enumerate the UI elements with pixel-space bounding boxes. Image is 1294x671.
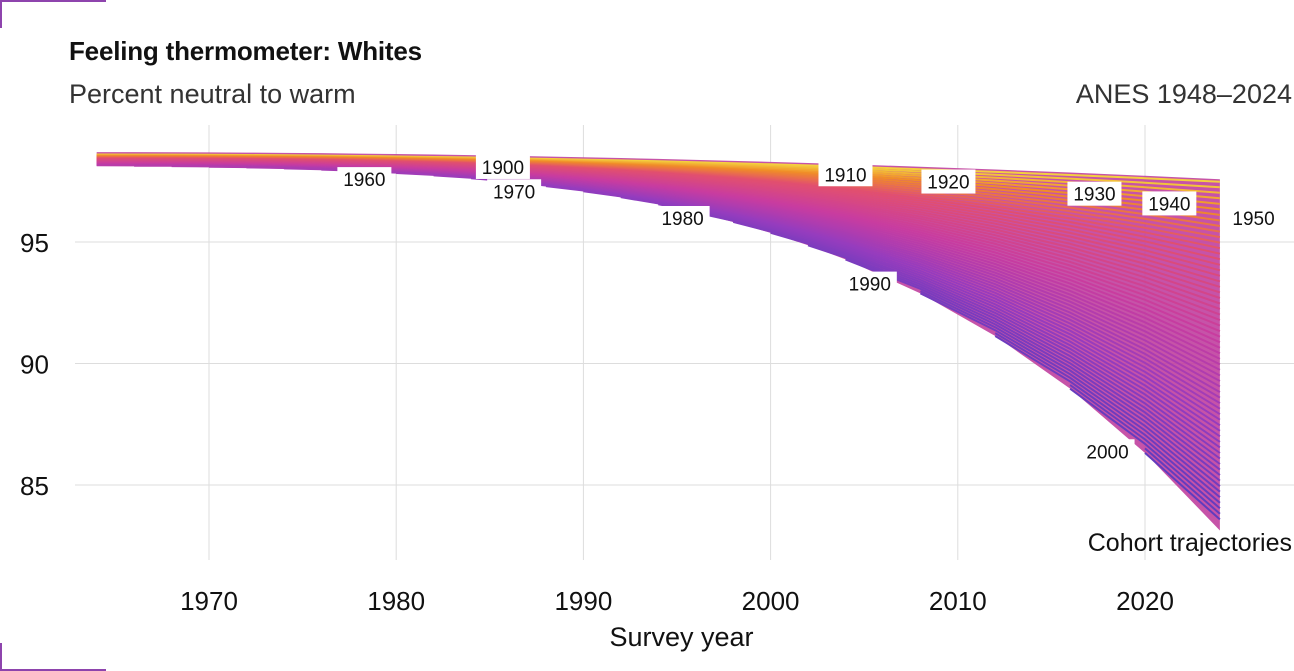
cohort-label-bg-1980	[655, 205, 710, 230]
x-tick-label-2000: 2000	[742, 586, 800, 616]
cohort-label-1920: 1920	[927, 173, 969, 194]
corner-mark-bottom-vertical	[0, 643, 2, 671]
cohort-label-1930: 1930	[1073, 185, 1115, 206]
x-axis-label: Survey year	[609, 622, 754, 652]
cohort-line-1976	[658, 203, 1221, 449]
x-tick-label-1970: 1970	[180, 586, 238, 616]
cohort-label-1910: 1910	[824, 165, 866, 186]
cohort-label-bg-1960	[337, 167, 392, 192]
cohort-label-1940: 1940	[1148, 194, 1190, 215]
cohort-trajectory-lines	[96, 153, 1221, 521]
cohort-label-1970: 1970	[493, 182, 535, 203]
cohort-label-bg-2000	[1080, 439, 1135, 464]
chart-title: Feeling thermometer: Whites	[69, 36, 422, 66]
chart-source: ANES 1948–2024	[1075, 79, 1292, 109]
y-tick-label-95: 95	[20, 228, 49, 258]
cohort-label-bg-1930	[1067, 181, 1122, 206]
cohort-line-1980	[732, 220, 1221, 460]
corner-mark-top-vertical	[0, 0, 2, 28]
cohort-line-1988	[919, 290, 1221, 482]
y-tick-label-90: 90	[20, 350, 49, 380]
cohort-label-1980: 1980	[661, 209, 703, 230]
cohort-label-bg-1940	[1142, 191, 1197, 216]
cohort-line-1996	[1069, 384, 1221, 504]
corner-mark-bottom-horizontal	[0, 669, 106, 671]
cohort-line-1990	[919, 292, 1221, 487]
corner-mark-top-horizontal	[0, 0, 106, 2]
cohort-label-bg-1920	[921, 169, 976, 194]
cohort-label-bg-1900	[475, 154, 530, 179]
cohort-label-bg-1970	[487, 179, 542, 204]
cohort-label-bg-1950	[1226, 205, 1281, 230]
y-tick-label-85: 85	[20, 471, 49, 501]
cohort-line-1982	[770, 231, 1221, 465]
cohort-label-1950: 1950	[1232, 209, 1274, 230]
cohort-label-1900: 1900	[482, 158, 524, 179]
chart-subtitle: Percent neutral to warm	[69, 79, 356, 109]
cohort-labels: 1900 1910 1920 1930 1940 1950 1960 1970 1980 1990…	[337, 154, 1281, 464]
chart-caption: Cohort trajectories	[1087, 529, 1292, 557]
x-tick-label-1980: 1980	[367, 586, 425, 616]
cohort-line-2002	[1144, 452, 1221, 521]
cohort-line-1994	[994, 335, 1221, 498]
x-tick-label-2010: 2010	[929, 586, 987, 616]
x-tick-label-1990: 1990	[554, 586, 612, 616]
cohort-label-1990: 1990	[849, 275, 891, 296]
cohort-line-2000	[1144, 447, 1221, 515]
cohort-label-1960: 1960	[343, 170, 385, 191]
cohort-label-2000: 2000	[1086, 442, 1128, 463]
cohort-line-1978	[695, 211, 1221, 454]
cohort-line-1992	[994, 332, 1221, 493]
cohort-line-1986	[845, 258, 1221, 476]
x-tick-label-2020: 2020	[1116, 586, 1174, 616]
cohort-label-bg-1910	[818, 162, 873, 187]
axis-tick-labels: 1970 1980 1990 2000 2010 2020 85 90 95	[20, 228, 1174, 616]
cohort-label-bg-1990	[842, 271, 897, 296]
cohort-line-1998	[1069, 387, 1221, 510]
cohort-line-1984	[807, 244, 1221, 471]
